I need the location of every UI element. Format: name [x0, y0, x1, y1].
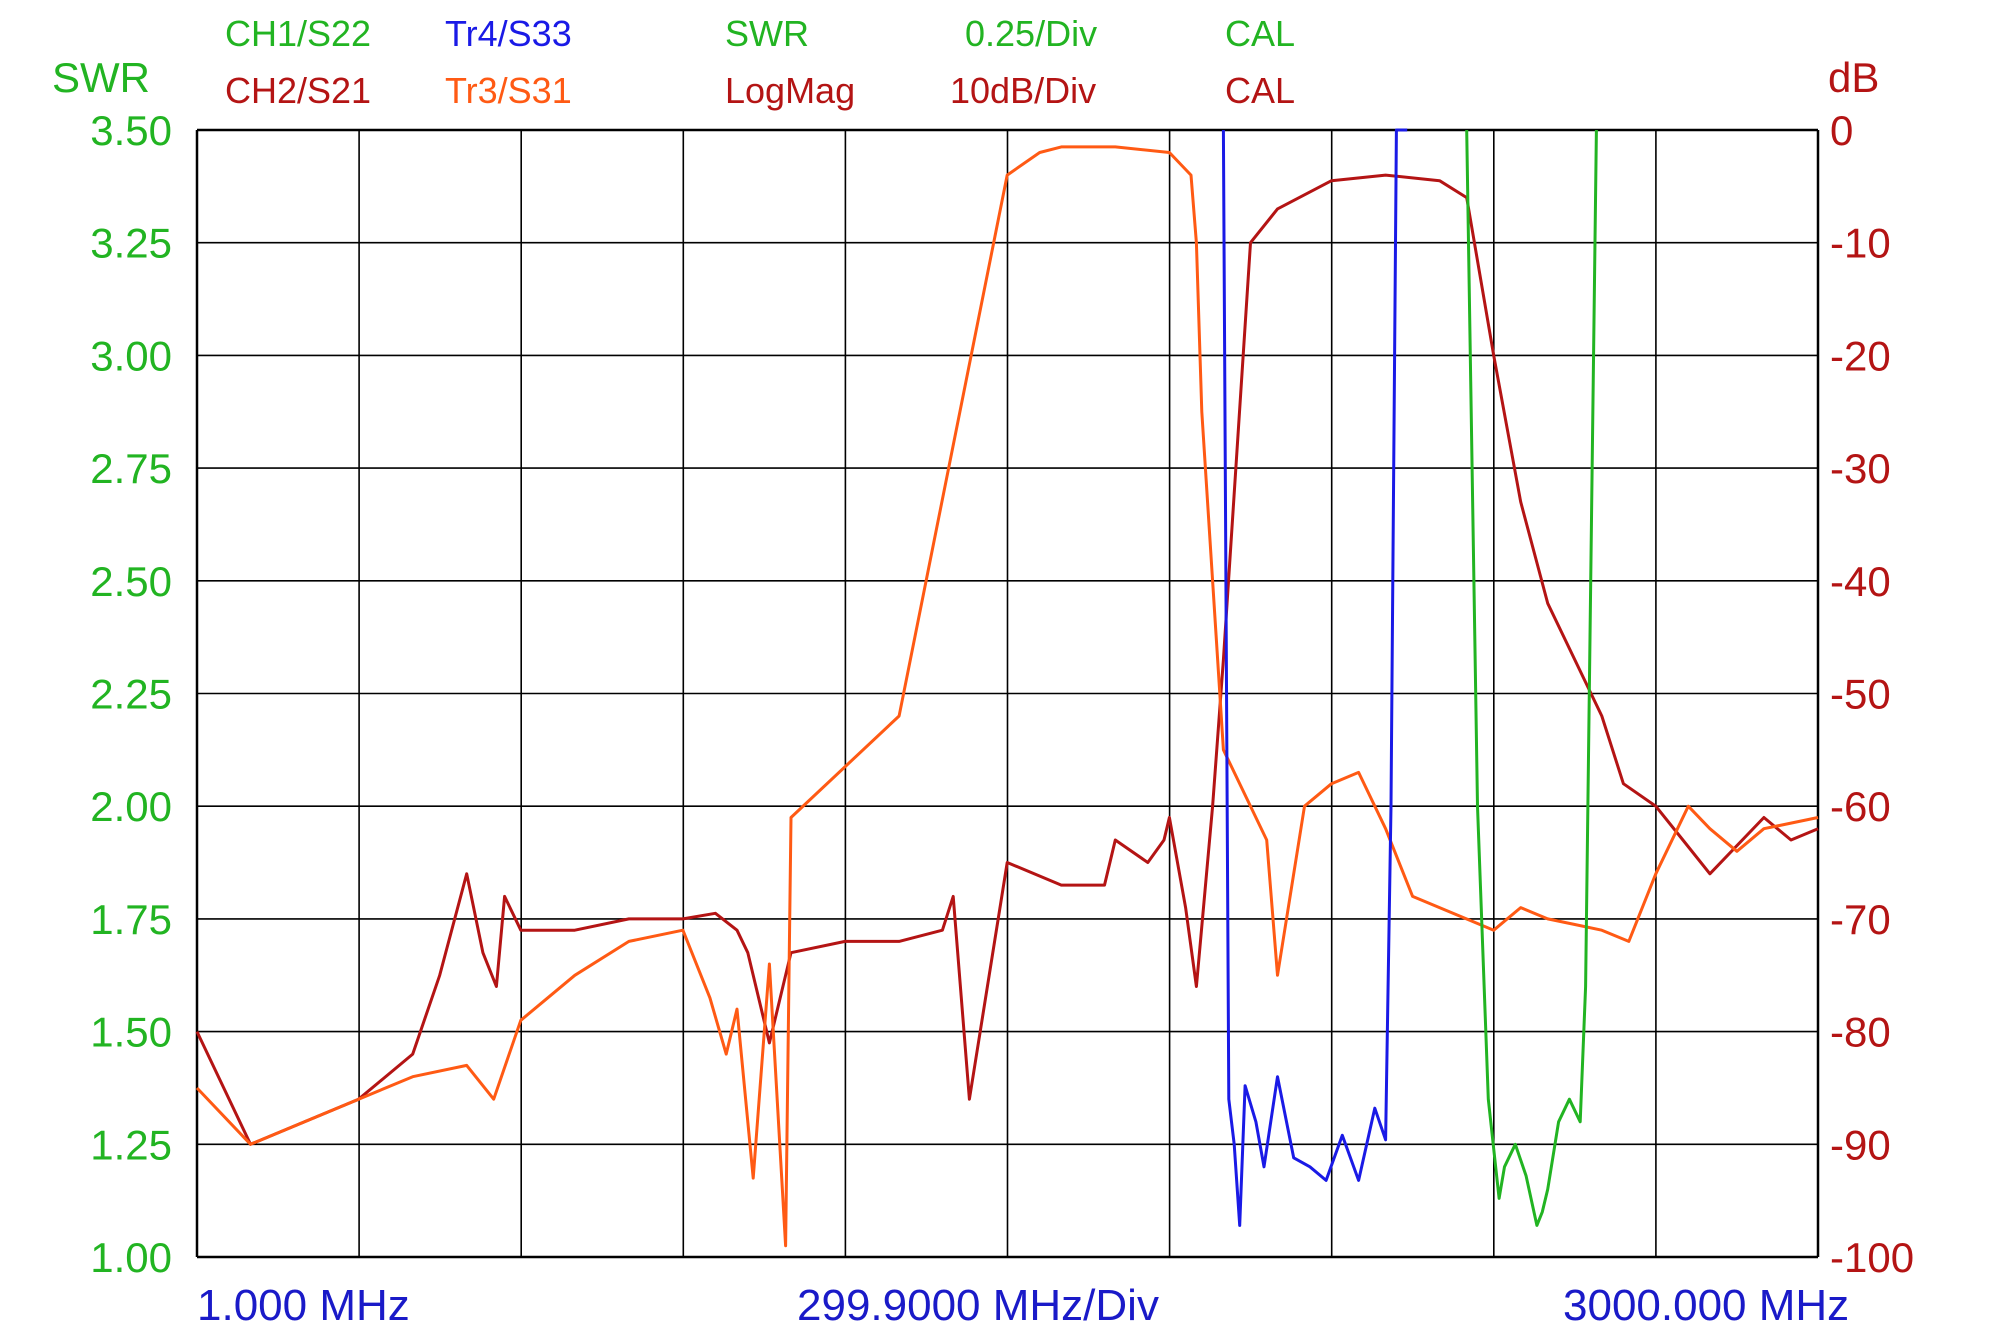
- legend-swr-cal: CAL: [1225, 13, 1295, 54]
- right-tick-label: -50: [1830, 671, 1891, 718]
- left-tick-label: 1.00: [90, 1234, 172, 1281]
- left-tick-label: 3.25: [90, 220, 172, 267]
- legend-swr-format: SWR: [725, 13, 809, 54]
- right-tick-label: -20: [1830, 332, 1891, 379]
- left-tick-label: 2.25: [90, 671, 172, 718]
- trace-tr4-s33: [1221, 128, 1408, 1227]
- legend-tr4-s33: Tr4/S33: [445, 13, 572, 54]
- legend-swr-scale: 0.25/Div: [965, 13, 1097, 54]
- x-start-label: 1.000 MHz: [197, 1281, 410, 1330]
- left-tick-label: 1.25: [90, 1121, 172, 1168]
- left-axis-title: SWR: [52, 54, 150, 101]
- x-div-label: 299.9000 MHz/Div: [797, 1281, 1159, 1330]
- left-tick-label: 2.00: [90, 783, 172, 830]
- right-tick-label: -60: [1830, 783, 1891, 830]
- left-tick-label: 1.75: [90, 896, 172, 943]
- x-stop-label: 3000.000 MHz: [1563, 1281, 1849, 1330]
- left-tick-label: 3.00: [90, 332, 172, 379]
- right-tick-label: -80: [1830, 1009, 1891, 1056]
- right-tick-label: 0: [1830, 107, 1853, 154]
- right-tick-label: -70: [1830, 896, 1891, 943]
- trace-ch1-s22: [1465, 129, 1598, 1227]
- left-tick-label: 1.50: [90, 1009, 172, 1056]
- legend-ch1-s22: CH1/S22: [225, 13, 371, 54]
- left-tick-label: 2.75: [90, 445, 172, 492]
- legend-logmag-format: LogMag: [725, 70, 855, 111]
- right-tick-label: -100: [1830, 1234, 1914, 1281]
- left-tick-label: 2.50: [90, 558, 172, 605]
- right-tick-label: -90: [1830, 1121, 1891, 1168]
- header-legend: CH1/S22 Tr4/S33 SWR 0.25/Div CAL CH2/S21…: [225, 13, 1295, 111]
- right-axis-title: dB: [1828, 54, 1879, 101]
- legend-tr3-s31: Tr3/S31: [445, 70, 572, 111]
- trace-tr3-s31: [195, 145, 1819, 1248]
- right-tick-label: -10: [1830, 220, 1891, 267]
- legend-db-scale: 10dB/Div: [950, 70, 1096, 111]
- legend-db-cal: CAL: [1225, 70, 1295, 111]
- left-axis-ticks: 3.50 3.25 3.00 2.75 2.50 2.25 2.00 1.75 1.50 1.25…: [90, 107, 172, 1281]
- trace-layer: [195, 128, 1819, 1248]
- right-axis-ticks: 0 -10 -20 -30 -40 -50 -60 -70 -80 -90 -100: [1830, 107, 1914, 1281]
- plot-grid: [195, 128, 1820, 1259]
- legend-ch2-s21: CH2/S21: [225, 70, 371, 111]
- trace-ch2-s21: [195, 173, 1819, 1146]
- right-tick-label: -40: [1830, 558, 1891, 605]
- left-tick-label: 3.50: [90, 107, 172, 154]
- right-tick-label: -30: [1830, 445, 1891, 492]
